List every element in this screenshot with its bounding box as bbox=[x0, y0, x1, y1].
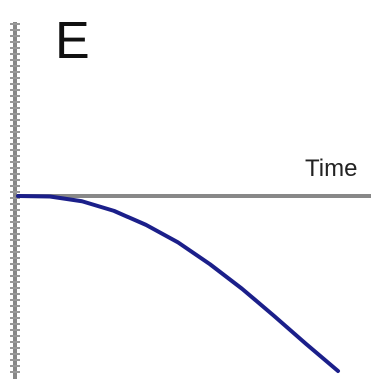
series-line bbox=[16, 194, 340, 373]
y-ticks bbox=[10, 23, 20, 373]
x-axis-label: Time bbox=[305, 155, 357, 182]
plot-area bbox=[10, 22, 371, 379]
panel-label: E bbox=[55, 12, 90, 70]
